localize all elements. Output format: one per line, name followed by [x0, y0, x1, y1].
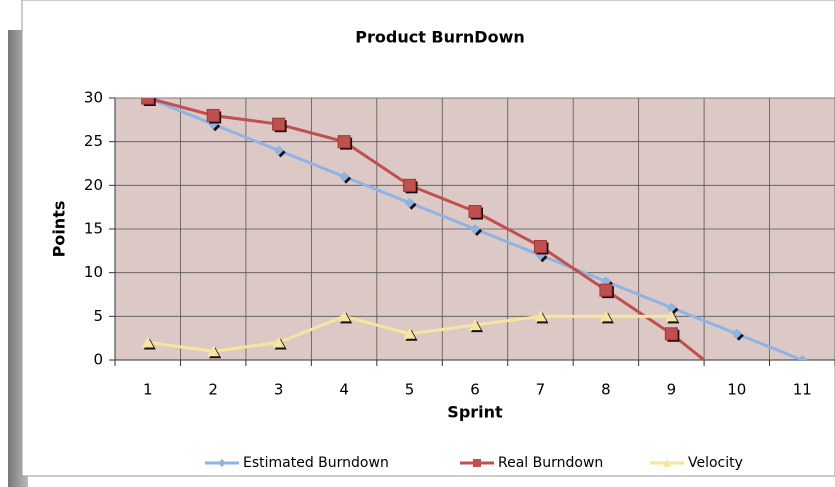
marker [666, 302, 677, 313]
x-tick-label: 9 [667, 381, 677, 399]
marker [207, 345, 220, 357]
y-tick-label: 15 [84, 220, 103, 238]
x-tick-label: 2 [208, 381, 218, 399]
chart-title: Product BurnDown [355, 28, 524, 47]
marker [469, 319, 481, 331]
y-tick-label: 10 [84, 263, 103, 281]
x-tick-label: 11 [793, 381, 812, 399]
marker [272, 336, 285, 348]
y-tick-label: 5 [93, 307, 103, 325]
y-axis-title: Points [50, 201, 69, 258]
legend-label: Real Burndown [498, 455, 603, 471]
marker [470, 224, 480, 234]
marker [141, 98, 155, 105]
marker [272, 117, 286, 131]
marker [338, 310, 351, 322]
series-layer [141, 98, 808, 360]
x-tick-label: 1 [143, 381, 153, 399]
y-tick-label: 0 [93, 351, 103, 369]
marker [599, 283, 613, 297]
x-tick-label: 10 [727, 381, 746, 399]
marker [337, 135, 351, 149]
marker [731, 328, 742, 339]
marker [533, 239, 547, 253]
x-axis-title: Sprint [447, 403, 503, 422]
y-tick-label: 25 [84, 132, 103, 150]
x-tick-label: 5 [405, 381, 415, 399]
marker [534, 310, 547, 322]
marker [468, 205, 482, 219]
legend-label: Estimated Burndown [243, 455, 389, 471]
x-tick-label: 4 [339, 381, 349, 399]
marker [141, 336, 154, 348]
x-tick-label: 8 [601, 381, 611, 399]
y-tick-label: 30 [84, 89, 103, 107]
marker [797, 355, 808, 360]
marker [403, 327, 416, 339]
legend-marker [473, 459, 481, 467]
marker [404, 197, 415, 208]
x-tick-label: 6 [470, 381, 480, 399]
x-tick-label: 7 [536, 381, 546, 399]
x-tick-label: 3 [274, 381, 284, 399]
marker [403, 178, 417, 192]
series-line [147, 98, 707, 360]
marker [273, 145, 284, 156]
legend-label: Velocity [688, 455, 743, 471]
marker [339, 171, 350, 182]
legend-marker [663, 459, 671, 467]
marker [599, 310, 612, 322]
marker [664, 327, 678, 341]
marker [206, 108, 220, 122]
marker [665, 310, 678, 322]
legend-marker [218, 459, 226, 467]
y-tick-label: 20 [84, 176, 103, 194]
